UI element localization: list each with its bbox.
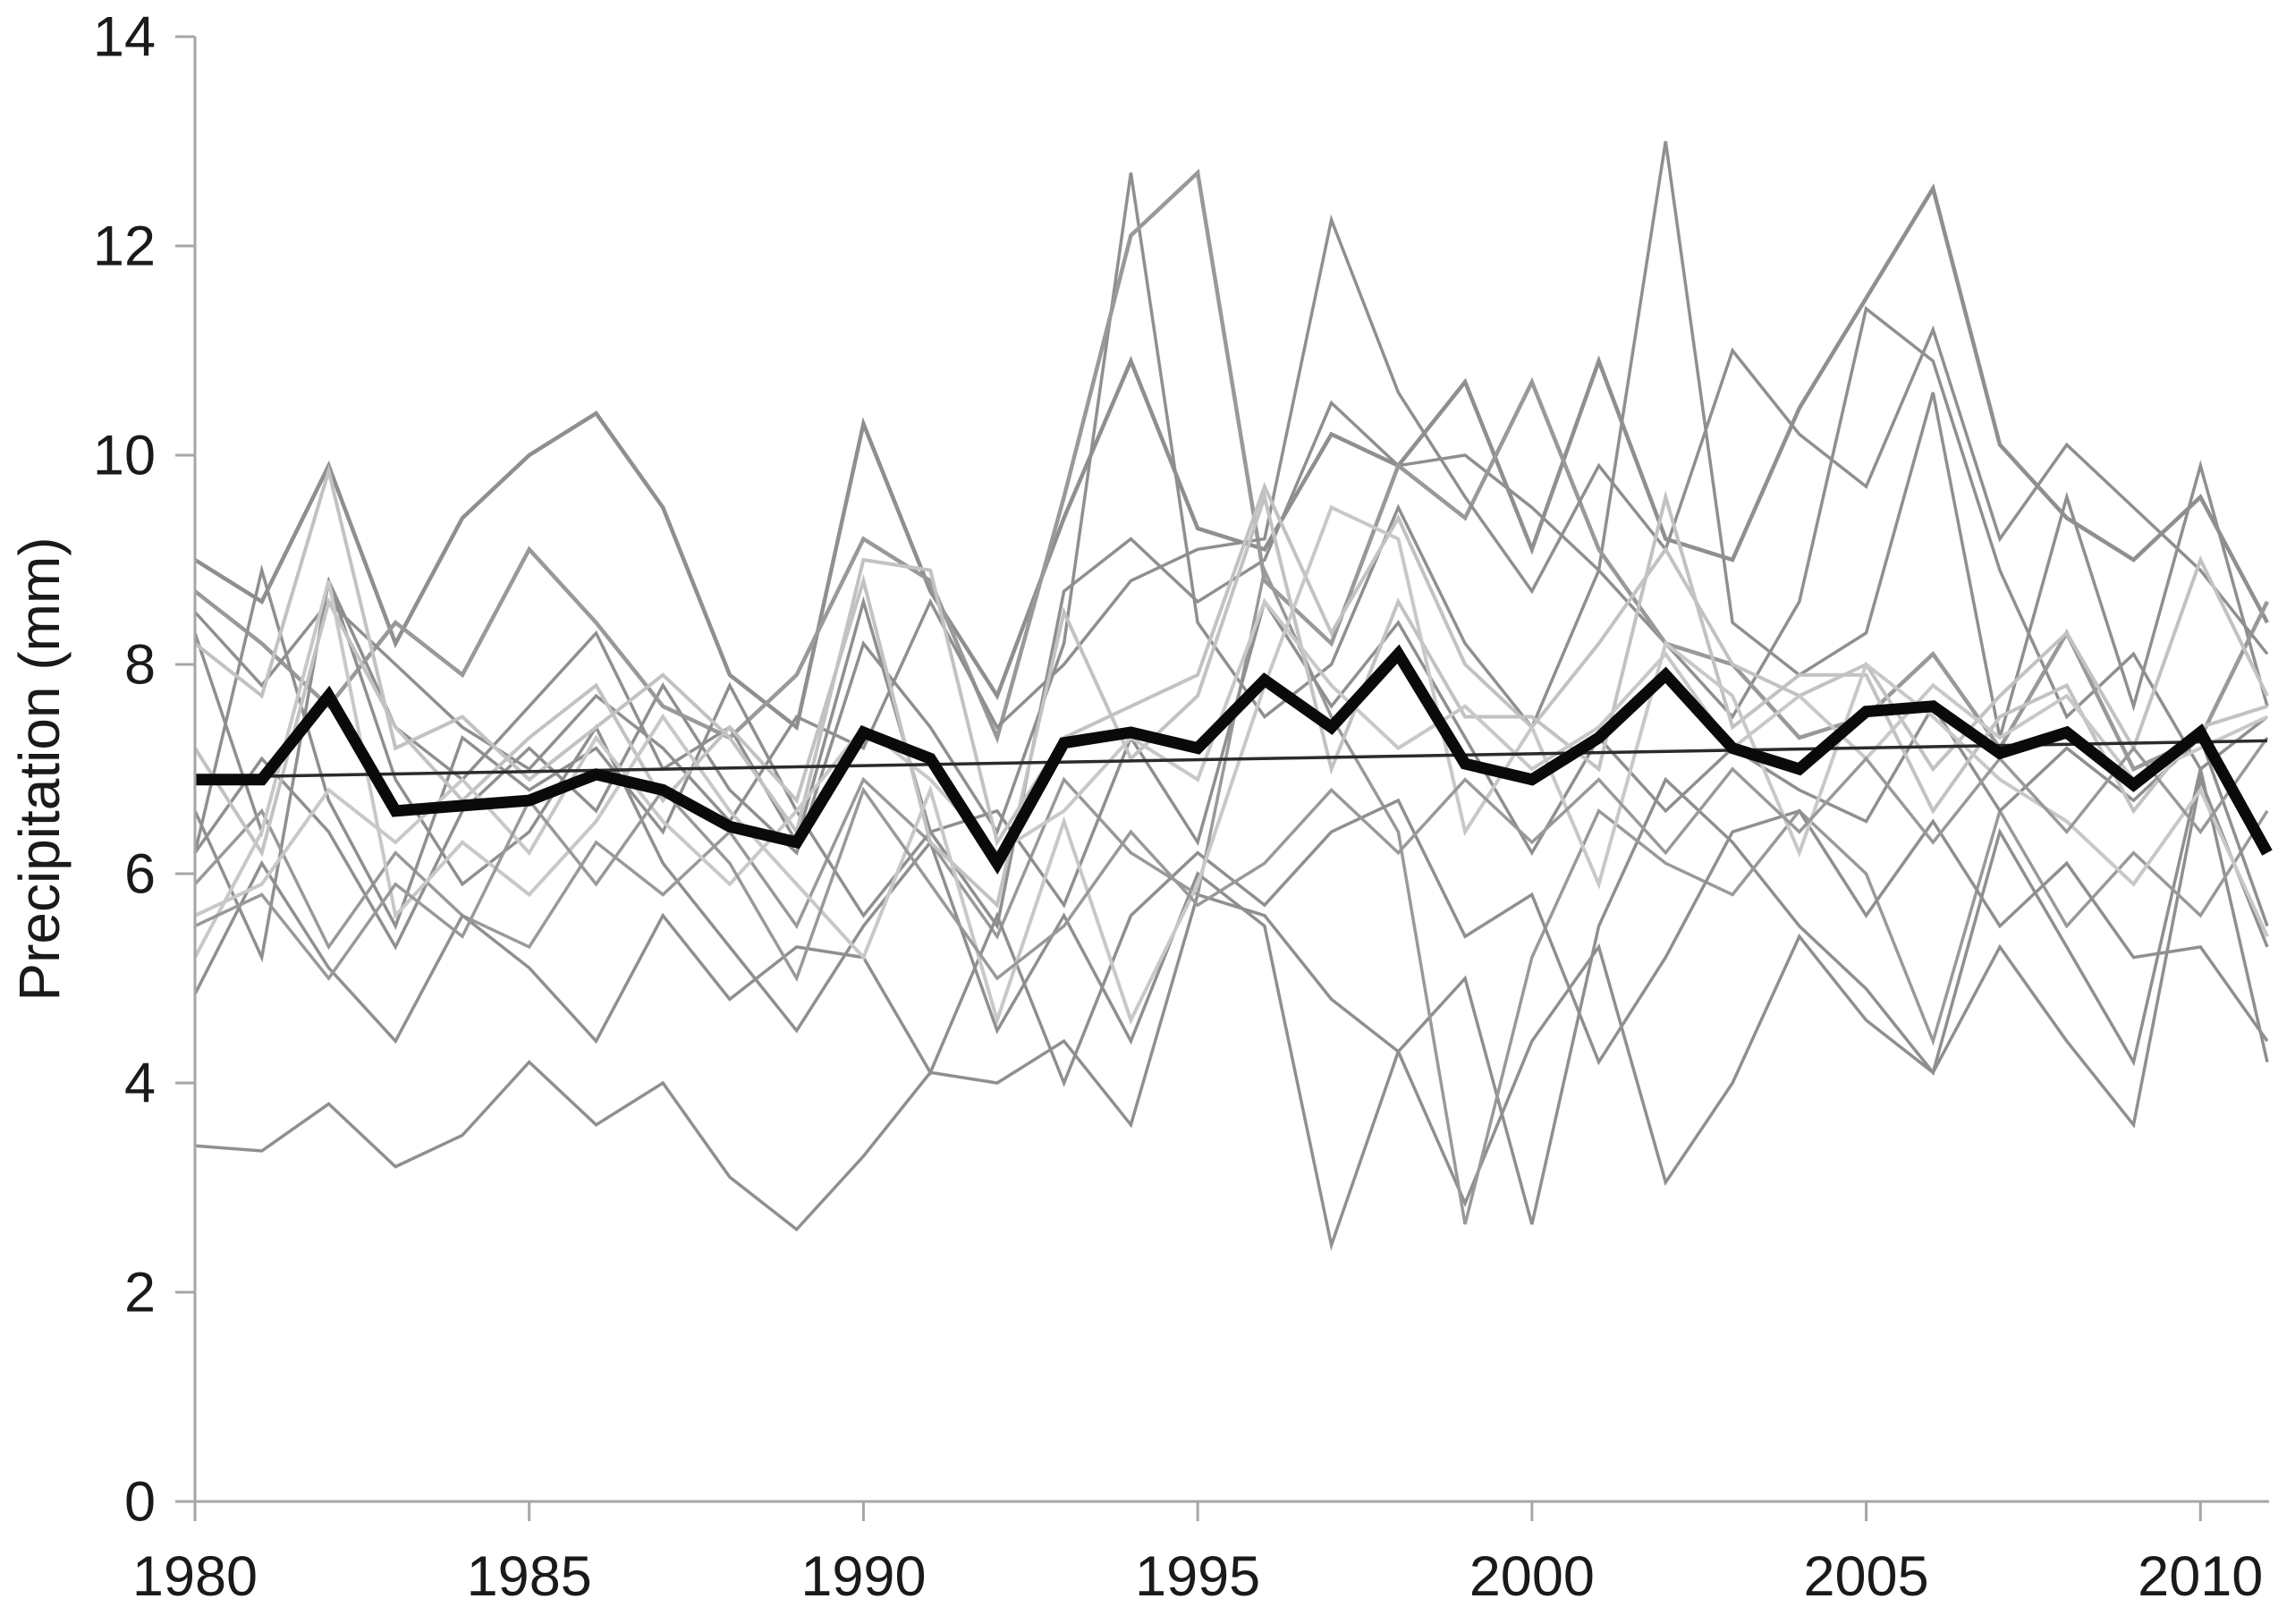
ensemble-member-6: [194, 774, 2269, 1232]
y-tick-label: 0: [124, 1470, 156, 1533]
y-tick-label: 4: [124, 1052, 156, 1114]
ensemble-mean: [195, 644, 2273, 875]
y-tick-label: 6: [124, 842, 156, 905]
y-tick-label: 10: [93, 424, 156, 486]
series-layer: [193, 140, 2273, 1251]
ensemble-member-4: [193, 168, 2270, 772]
x-tick-label: 1985: [467, 1545, 592, 1608]
ensemble-member-15: [194, 736, 2269, 983]
ensemble-member-14: [194, 597, 2268, 918]
ensemble-member-10: [193, 798, 2269, 1087]
x-tick-label: 1980: [132, 1545, 258, 1608]
y-axis-title: Precipitation (mm): [7, 537, 72, 1001]
linear-trend-line: [194, 739, 2268, 780]
tick-labels-layer: 0 2 4 6 8 10 12 14 1980 1985 1990 1995 2000 2005 2010: [93, 5, 2263, 1608]
x-tick-label: 2005: [1803, 1545, 1928, 1608]
y-tick-label: 14: [93, 5, 156, 68]
x-tick-label: 1990: [800, 1545, 926, 1608]
axes-layer: [175, 35, 2269, 1521]
x-tick-label: 1995: [1135, 1545, 1260, 1608]
ensemble-member-8: [193, 565, 2269, 1225]
ensemble-member-2: [193, 182, 2269, 732]
ensemble-member-5: [193, 214, 2269, 825]
y-tick-label: 2: [124, 1261, 156, 1324]
x-tick-label: 2010: [2138, 1545, 2263, 1608]
y-tick-label: 12: [93, 215, 156, 277]
x-tick-label: 2000: [1469, 1545, 1595, 1608]
y-tick-label: 8: [124, 633, 156, 696]
ensemble-member-12: [193, 490, 2268, 909]
